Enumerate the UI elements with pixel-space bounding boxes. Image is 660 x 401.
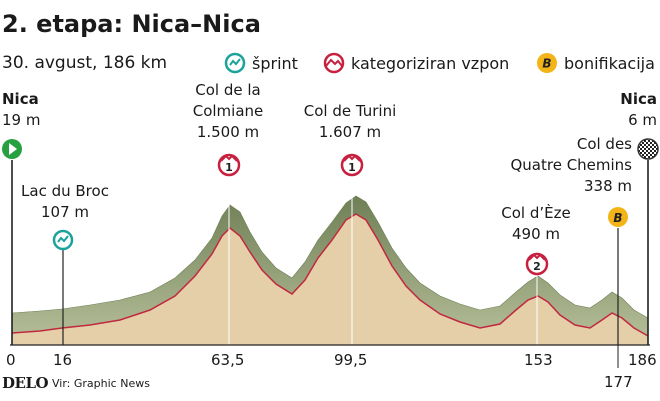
km-tick-99-5: 99,5 (334, 351, 368, 369)
km-tick-16: 16 (53, 351, 73, 369)
turini-category: 1 (348, 161, 356, 174)
col-des-quatre-chemins-elevation: 338 m (583, 177, 632, 195)
colmiane-climb-icon: 1 (217, 153, 241, 177)
climb-icon (323, 52, 345, 74)
km-tick-186: 186 (628, 351, 657, 369)
col-de-turini-name: Col de Turini (303, 102, 397, 120)
stage-title: 2. etapa: Nica–Nica (2, 10, 261, 38)
bonus-icon-letter: B (542, 57, 551, 71)
km-tick-63-5: 63,5 (211, 351, 245, 369)
bonus-marker-icon: B (608, 207, 628, 227)
finish-name: Nica (620, 90, 657, 108)
legend-sprint-label: šprint (252, 53, 298, 73)
colmiane-category: 1 (225, 161, 233, 174)
km-tick-0: 0 (6, 351, 16, 369)
col-d-eze-name: Col d’Èze (501, 204, 571, 222)
source-credit: Vir: Graphic News (52, 377, 150, 390)
km-tick-153: 153 (524, 351, 553, 369)
legend-climb: kategoriziran vzpon (323, 52, 509, 74)
col-de-la-colmiane-elevation: 1.500 m (196, 123, 260, 141)
start-name: Nica (2, 90, 39, 108)
col-des-quatre-chemins-label: Col des Quatre Chemins 338 m (510, 134, 632, 197)
col-d-eze-elevation: 490 m (511, 225, 560, 243)
col-des-quatre-chemins-name-1: Col des (576, 135, 632, 153)
lac-du-broc-elevation: 107 m (40, 203, 89, 221)
start-elevation: 19 m (2, 111, 41, 129)
delo-logo: DELO (2, 374, 49, 392)
eze-category: 2 (533, 260, 541, 273)
col-de-turini-elevation: 1.607 m (318, 123, 382, 141)
sprint-marker-icon (52, 229, 74, 251)
col-de-turini-label: Col de Turini 1.607 m (290, 101, 410, 143)
legend-bonus-label: bonifikacija (564, 53, 655, 73)
legend-climb-label: kategoriziran vzpon (351, 53, 510, 73)
lac-du-broc-label: Lac du Broc 107 m (15, 181, 115, 223)
profile-line (11, 213, 649, 337)
eze-climb-icon: 2 (525, 252, 549, 276)
legend-bonus: B bonifikacija (536, 52, 655, 74)
bonus-icon: B (537, 53, 557, 73)
legend-sprint: šprint (224, 52, 298, 74)
sprint-icon (224, 52, 246, 74)
finish-flag-icon (637, 138, 659, 160)
profile-face (12, 214, 648, 345)
col-de-la-colmiane-name-1: Col de la (195, 81, 261, 99)
km-tick-177: 177 (604, 373, 633, 391)
start-icon (2, 139, 22, 159)
finish-elevation: 6 m (628, 111, 657, 129)
lac-du-broc-name: Lac du Broc (21, 182, 109, 200)
col-de-la-colmiane-label: Col de la Colmiane 1.500 m (178, 80, 278, 143)
col-de-la-colmiane-name-2: Colmiane (192, 102, 264, 120)
bonus-marker-letter: B (613, 211, 622, 225)
stage-subtitle: 30. avgust, 186 km (2, 53, 168, 73)
col-d-eze-label: Col d’Èze 490 m (486, 203, 586, 245)
turini-climb-icon: 1 (340, 153, 364, 177)
col-des-quatre-chemins-name-2: Quatre Chemins (510, 156, 632, 174)
